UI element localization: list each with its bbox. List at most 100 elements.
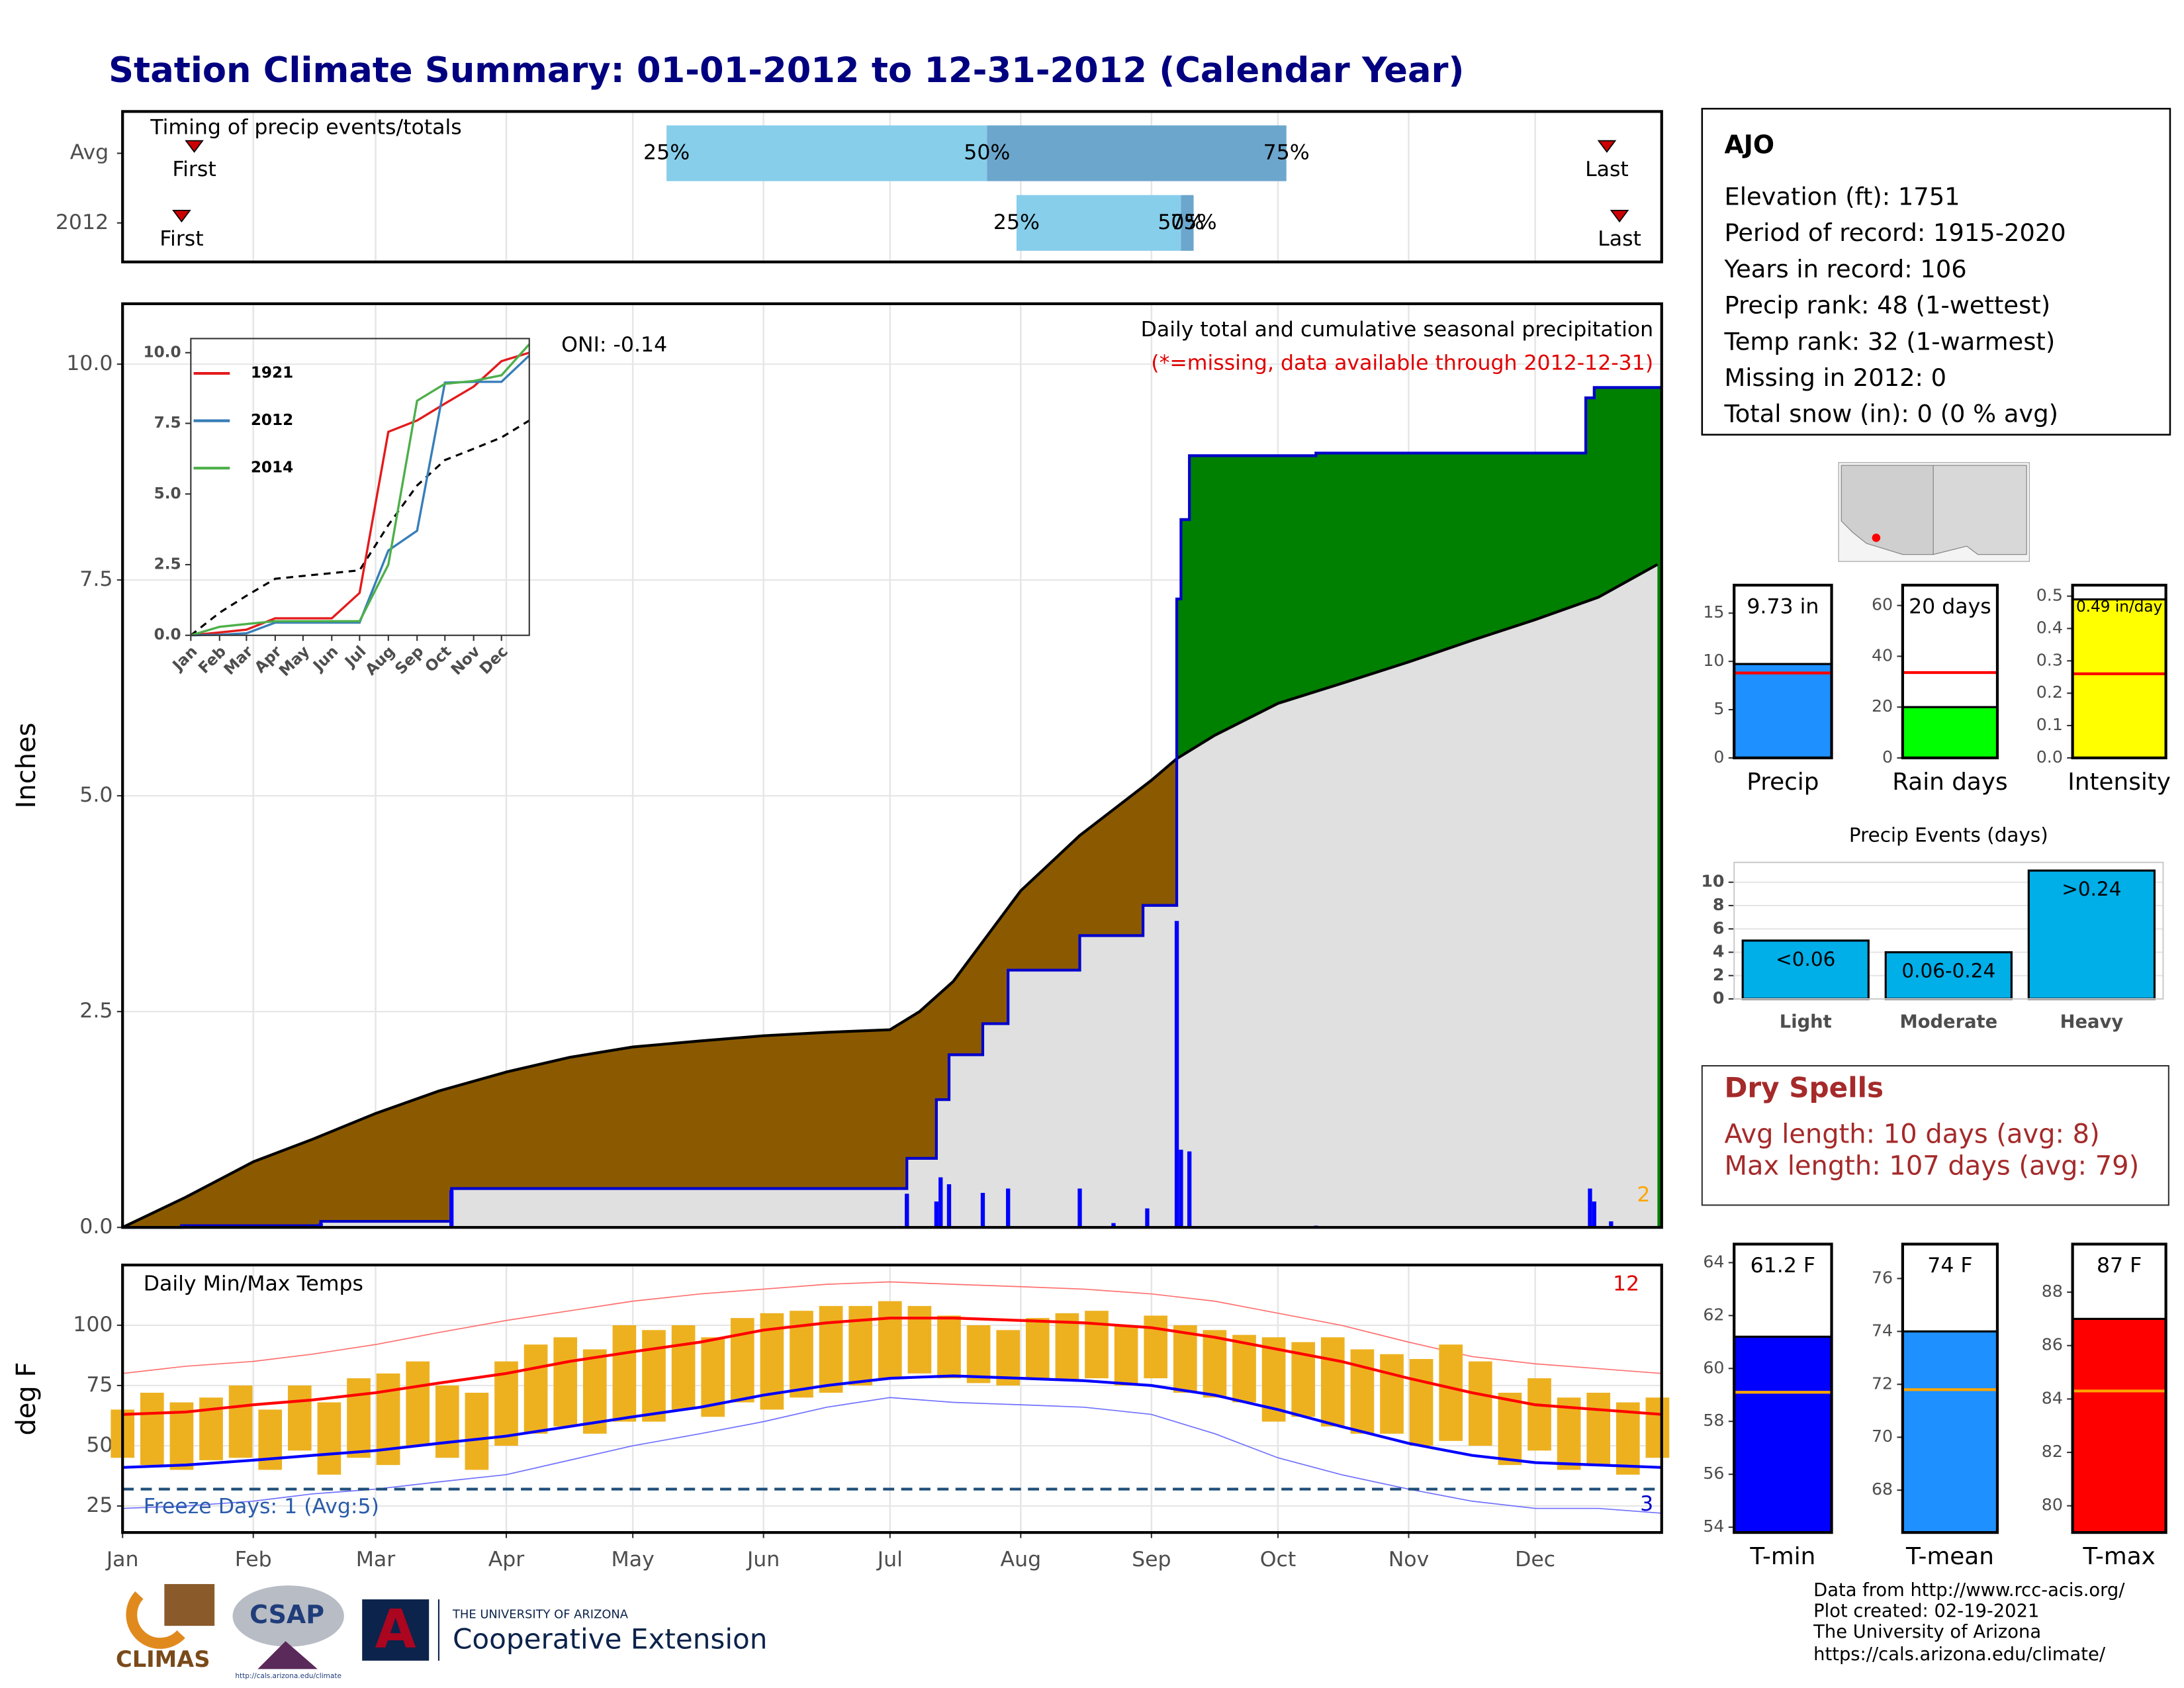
note-label: 2 xyxy=(1637,1183,1650,1207)
y-tick-label: 0.1 xyxy=(2036,715,2063,734)
quartile-bar xyxy=(1181,195,1194,251)
y-tick-label: 100 xyxy=(73,1313,113,1336)
record-low-count: 3 xyxy=(1640,1492,1653,1516)
y-tick-label: 60 xyxy=(1872,595,1893,614)
daily-bar xyxy=(938,1177,943,1228)
temp-range-bar xyxy=(878,1301,902,1379)
dry-spells-box xyxy=(1701,1064,2169,1206)
bar xyxy=(2071,598,2167,759)
x-tick-label: Jun xyxy=(746,1548,780,1571)
locator-map xyxy=(1838,462,2030,562)
extension-text: Cooperative Extension xyxy=(453,1623,767,1656)
daily-bar xyxy=(1179,1149,1183,1228)
category-label: T-max xyxy=(2082,1543,2155,1570)
station-line: Years in record: 106 xyxy=(1723,255,1966,283)
plot-frame xyxy=(121,1263,1663,1534)
y-tick-label: 86 xyxy=(2042,1335,2063,1354)
temp-range-bar xyxy=(228,1385,253,1458)
panel-title: Precip Events (days) xyxy=(1849,823,2048,846)
temp-range-bar xyxy=(1439,1344,1463,1441)
y-tick-label: 0 xyxy=(1713,988,1725,1008)
temp-range-bar xyxy=(1615,1402,1640,1475)
station-dot xyxy=(1872,534,1881,542)
temp-range-bar xyxy=(553,1337,578,1427)
category-label: Light xyxy=(1780,1011,1832,1032)
x-tick-label: Dec xyxy=(1515,1548,1555,1571)
station-line: Period of record: 1915-2020 xyxy=(1724,218,2066,247)
quartile-label: 25% xyxy=(643,141,690,165)
record-high-count: 12 xyxy=(1613,1272,1639,1295)
y-tick-label: 70 xyxy=(1872,1427,1893,1446)
threshold-label: >0.24 xyxy=(2062,878,2121,900)
y-axis-label: deg F xyxy=(11,1362,42,1436)
university-text: THE UNIVERSITY OF ARIZONA xyxy=(452,1607,629,1621)
event-marker xyxy=(185,140,204,153)
station-name: AJO xyxy=(1724,130,1774,160)
y-tick-label: 20 xyxy=(1872,696,1893,716)
y-tick-label: 64 xyxy=(1703,1252,1724,1271)
legend-label: 1921 xyxy=(251,365,293,382)
y-tick-label: 10.0 xyxy=(66,352,113,375)
temp-range-bar xyxy=(465,1392,489,1470)
y-tick-label: 0.2 xyxy=(2036,682,2063,702)
temp-range-bar xyxy=(730,1318,754,1403)
event-label: Last xyxy=(1585,158,1629,181)
value-label: 0.49 in/day xyxy=(2076,598,2162,616)
panel-title: Daily Min/Max Temps xyxy=(144,1272,363,1295)
y-tick-label: 2.5 xyxy=(79,999,113,1023)
dry-spells-title: Dry Spells xyxy=(1724,1071,1884,1103)
panel-title: Daily total and cumulative seasonal prec… xyxy=(1141,318,1654,342)
daily-bar xyxy=(1111,1223,1116,1228)
quartile-label: 25% xyxy=(993,211,1040,234)
value-label: 9.73 in xyxy=(1747,595,1819,619)
temp-range-bar xyxy=(642,1330,666,1422)
threshold-label: <0.06 xyxy=(1776,948,1835,970)
y-tick-label: 84 xyxy=(2042,1388,2063,1407)
daily-bar xyxy=(946,1184,952,1228)
y-tick-label: 0.0 xyxy=(2036,747,2063,767)
daily-bar xyxy=(318,1223,323,1228)
footer-line: Plot created: 02-19-2021 xyxy=(1813,1601,2039,1622)
average-line xyxy=(122,563,1659,1229)
y-tick-label: 2.5 xyxy=(154,555,181,573)
y-tick-label: 0.0 xyxy=(79,1215,113,1239)
station-line: Elevation (ft): 1751 xyxy=(1724,182,1960,211)
temp-range-bar xyxy=(1055,1313,1079,1381)
quartile-label: 75% xyxy=(1170,211,1216,234)
bar xyxy=(2027,869,2156,1000)
plot-frame xyxy=(1733,583,1833,760)
panel-title: Timing of precip events/totals xyxy=(150,116,461,140)
bar xyxy=(1884,951,2013,1000)
csap-url: http://cals.arizona.edu/climate xyxy=(235,1672,341,1680)
y-tick-label: 5.0 xyxy=(154,485,181,502)
plot-frame xyxy=(121,302,1663,1229)
x-tick-label: Sep xyxy=(1132,1548,1171,1571)
x-tick-label: Apr xyxy=(488,1548,525,1571)
temp-range-bar xyxy=(1527,1378,1551,1451)
bar xyxy=(1741,939,1870,1000)
temp-range-bar xyxy=(1498,1392,1522,1466)
station-line: Precip rank: 48 (1-wettest) xyxy=(1724,291,2050,320)
y-tick-label: 25 xyxy=(86,1493,113,1517)
y-tick-label: 68 xyxy=(1872,1479,1893,1499)
dry-spells-line: Max length: 107 days (avg: 79) xyxy=(1724,1151,2139,1182)
oni-label: ONI: -0.14 xyxy=(561,333,667,357)
climas-mark xyxy=(164,1583,215,1626)
y-tick-label: 7.5 xyxy=(154,414,181,432)
climas-swirl xyxy=(126,1591,185,1649)
quartile-bar xyxy=(1016,195,1181,251)
bar xyxy=(2071,1317,2167,1534)
quartile-label: 50% xyxy=(1158,211,1204,234)
y-tick-label: 5 xyxy=(1713,699,1724,718)
temp-range-bar xyxy=(819,1305,843,1393)
legend-label: 2012 xyxy=(251,412,293,429)
y-tick-label: 58 xyxy=(1703,1411,1724,1430)
row-label: Avg xyxy=(70,141,109,165)
temp-range-bar xyxy=(1320,1337,1345,1427)
temp-range-bar xyxy=(1380,1354,1404,1434)
temp-range-bar xyxy=(406,1361,430,1446)
event-marker xyxy=(1610,209,1629,223)
y-tick-label: 72 xyxy=(1872,1374,1893,1393)
